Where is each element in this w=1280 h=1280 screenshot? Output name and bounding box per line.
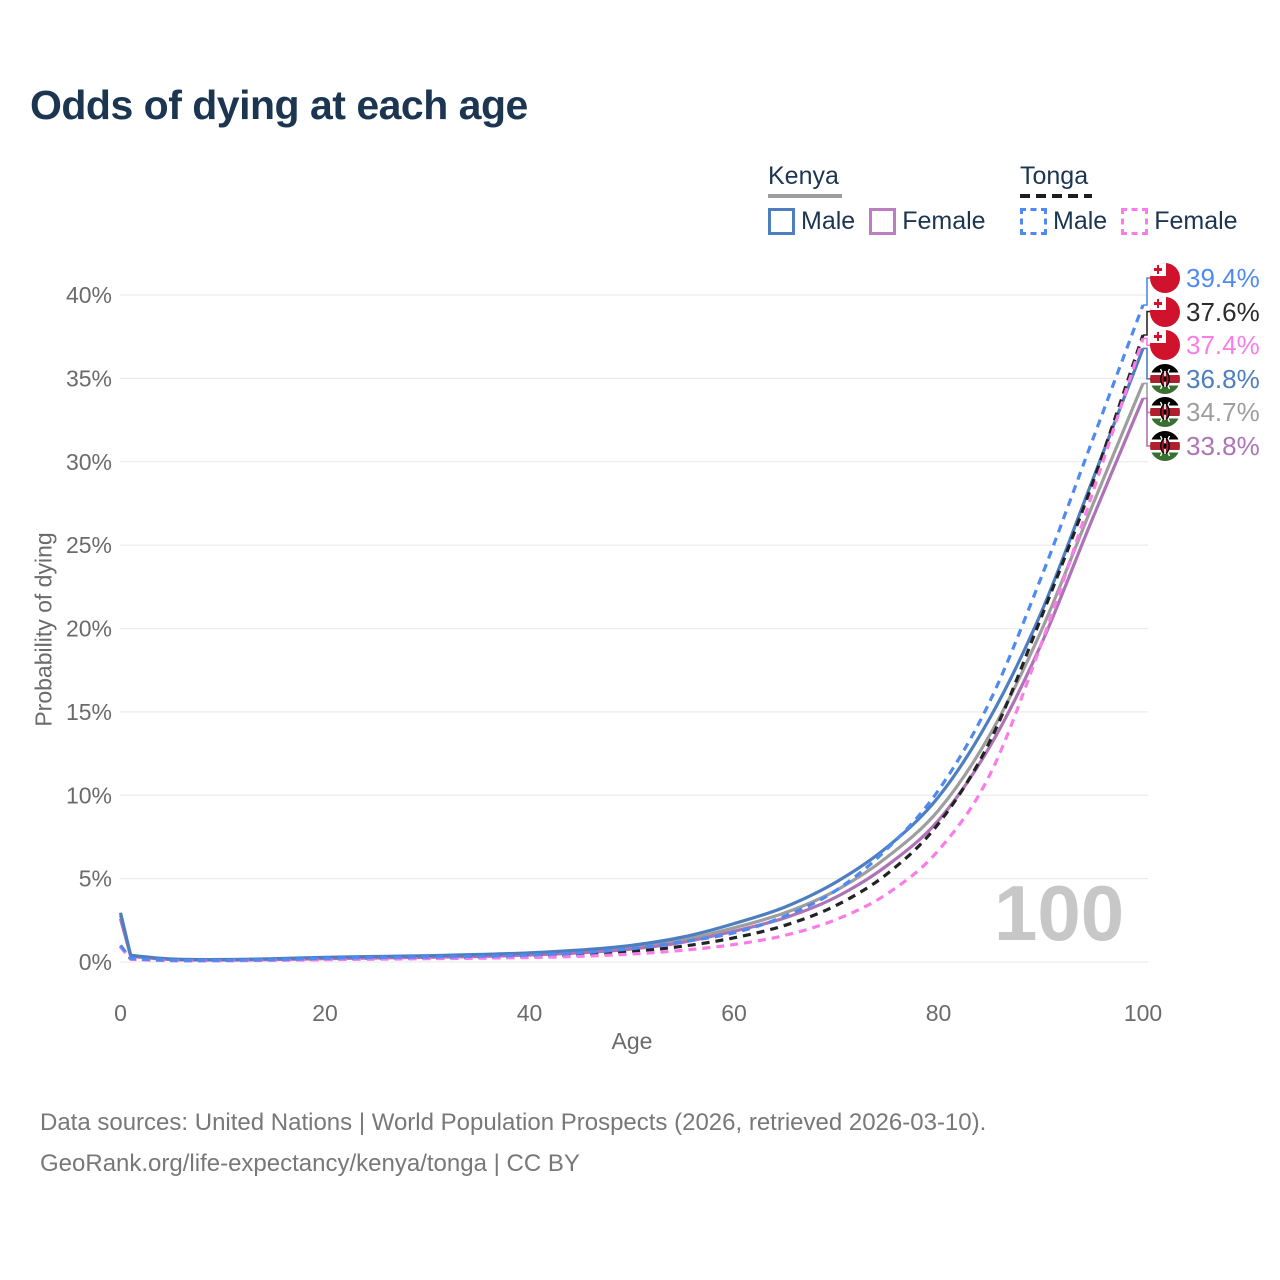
end-label-value: 34.7% [1186, 396, 1260, 427]
watermark-age-100: 100 [994, 869, 1125, 957]
tonga-flag-icon [1150, 263, 1180, 293]
end-label-value: 37.6% [1186, 296, 1260, 327]
legend-tonga-male-label[interactable]: Male [1053, 207, 1108, 235]
legend-kenya-female-swatch[interactable] [869, 208, 897, 235]
legend-kenya-male-swatch[interactable] [768, 208, 795, 235]
x-axis-title: Age [611, 1028, 653, 1054]
x-tick-label: 60 [721, 1000, 747, 1026]
series-line-tonga-female [119, 337, 1145, 963]
x-tick-label: 100 [1124, 1000, 1162, 1026]
end-label-kenya-male: 36.8% [1150, 362, 1260, 396]
legend-kenya-underline-solid [768, 194, 842, 198]
y-tick-label: 30% [66, 449, 112, 475]
kenya-flag-icon [1150, 431, 1180, 461]
y-tick-label: 0% [79, 949, 112, 975]
legend-kenya-female-label[interactable]: Female [902, 207, 986, 235]
footer-data-sources: Data sources: United Nations | World Pop… [40, 1109, 987, 1136]
legend-group-kenya: Kenya Male Female [768, 162, 1000, 236]
series-line-kenya-female [118, 397, 1145, 962]
y-tick-label: 5% [79, 866, 112, 892]
y-tick-label: 20% [66, 616, 112, 642]
end-label-leader-tonga-female [1143, 337, 1152, 346]
end-label-leader-kenya-male [1143, 347, 1152, 380]
tonga-flag-icon [1150, 330, 1180, 360]
legend-tonga-female-swatch[interactable] [1121, 208, 1149, 235]
y-tick-label: 10% [66, 782, 112, 808]
end-label-tonga-total: 37.6% [1150, 295, 1260, 329]
legend-tonga-male-swatch[interactable] [1020, 208, 1047, 235]
series-line-tonga-total [119, 334, 1145, 963]
y-tick-label: 15% [66, 699, 112, 725]
x-tick-label: 80 [926, 1000, 952, 1026]
series-line-tonga-male [119, 304, 1145, 963]
end-label-leader-tonga-male [1143, 277, 1152, 306]
y-tick-label: 40% [66, 282, 112, 308]
footer: Data sources: United Nations | World Pop… [40, 1102, 986, 1184]
plot-area: 0% 5% 10% 15% 20% 25% 30% 35% 40% 0 20 40 60 80 100 [66, 277, 1162, 1026]
y-axis-title: Probability of dying [30, 532, 57, 727]
end-label-leader-tonga-total [1143, 310, 1152, 336]
x-tick-label: 40 [517, 1000, 543, 1026]
end-label-tonga-female: 37.4% [1150, 328, 1260, 362]
legend-group-tonga: Tonga Male Female [1020, 162, 1252, 236]
x-tick-label: 20 [312, 1000, 338, 1026]
legend-tonga-female-label[interactable]: Female [1154, 207, 1238, 235]
legend-tonga-title[interactable]: Tonga [1020, 162, 1089, 190]
kenya-flag-icon [1150, 364, 1180, 394]
y-tick-label: 25% [66, 532, 112, 558]
y-tick-label: 35% [66, 365, 112, 391]
end-label-tonga-male: 39.4% [1150, 261, 1260, 295]
end-label-kenya-total: 34.7% [1150, 395, 1260, 429]
end-label-leader-kenya-female [1143, 397, 1152, 447]
end-label-value: 39.4% [1186, 262, 1260, 293]
end-label-kenya-female: 33.8% [1150, 429, 1260, 463]
legend-kenya-male-label[interactable]: Male [801, 207, 856, 235]
series-line-kenya-total [118, 382, 1145, 962]
kenya-flag-icon [1150, 397, 1180, 427]
end-label-value: 37.4% [1186, 329, 1260, 360]
series-line-kenya-male [118, 347, 1145, 962]
tonga-flag-icon [1150, 297, 1180, 327]
page-title: Odds of dying at each age [30, 82, 528, 128]
end-label-value: 33.8% [1186, 430, 1260, 461]
footer-attribution[interactable]: GeoRank.org/life-expectancy/kenya/tonga … [40, 1150, 580, 1177]
legend-kenya-title[interactable]: Kenya [768, 162, 839, 190]
legend-tonga-underline-dashed [1020, 194, 1092, 198]
x-tick-label: 0 [114, 1000, 127, 1026]
end-label-value: 36.8% [1186, 363, 1260, 394]
